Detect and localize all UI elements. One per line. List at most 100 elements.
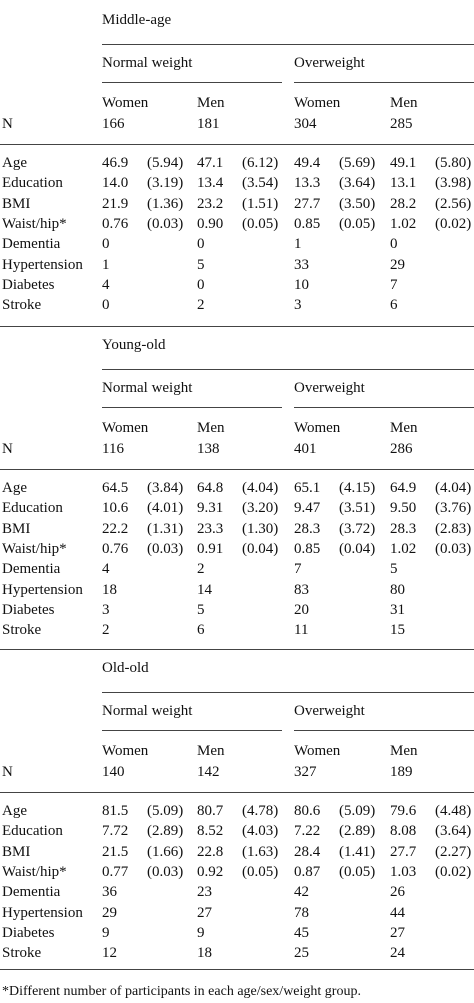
cell-sd: (4.04) (435, 480, 472, 496)
cell-value: 0.76 (102, 215, 129, 232)
cell-value: 26 (390, 884, 405, 901)
row-label: BMI (2, 195, 31, 212)
cell-sd: (0.02) (435, 863, 472, 880)
cell-sd: (3.54) (242, 175, 279, 192)
sex-header: Women (102, 95, 149, 111)
cell-value: 9 (197, 924, 205, 941)
cell-sd: (4.78) (242, 803, 279, 819)
section-title-rule (102, 44, 474, 45)
cell-value: 7.22 (294, 823, 321, 840)
sex-header: Women (294, 420, 341, 436)
sex-header: Men (390, 420, 418, 436)
cell-value: 0.87 (294, 863, 321, 880)
row-label: Dementia (2, 561, 61, 578)
cell-value: 0.92 (197, 863, 224, 880)
group-rule-normal (102, 82, 282, 83)
header-rule (0, 469, 474, 470)
cell-value: 2 (102, 622, 110, 639)
cell-value: 78 (294, 904, 309, 921)
cell-value: 0 (102, 236, 110, 253)
cell-value: 47.1 (197, 155, 224, 171)
cell-value: 9.31 (197, 500, 224, 517)
row-label: Hypertension (2, 904, 83, 921)
n-value: 401 (294, 441, 317, 457)
sex-header: Men (197, 420, 225, 436)
n-value: 166 (102, 116, 125, 132)
cell-value: 0.76 (102, 540, 129, 557)
cell-sd: (4.03) (242, 823, 279, 840)
n-value: 285 (390, 116, 413, 132)
row-label: Diabetes (2, 601, 55, 618)
row-label: Stroke (2, 622, 42, 639)
cell-value: 6 (390, 297, 398, 314)
cell-value: 13.4 (197, 175, 224, 192)
cell-value: 64.5 (102, 480, 129, 496)
row-label: Age (2, 155, 27, 171)
row-label: Dementia (2, 884, 61, 901)
cell-value: 12 (102, 945, 117, 962)
cell-value: 79.6 (390, 803, 417, 819)
cell-sd: (5.09) (147, 803, 184, 819)
cell-value: 0 (197, 276, 205, 293)
group-rule-overweight (294, 730, 474, 731)
cell-value: 0 (390, 236, 398, 253)
cell-value: 9.47 (294, 500, 321, 517)
cell-sd: (0.03) (147, 540, 184, 557)
row-label: Diabetes (2, 924, 55, 941)
cell-value: 27 (197, 904, 212, 921)
cell-sd: (3.50) (339, 195, 376, 212)
cell-value: 5 (390, 561, 398, 578)
cell-value: 29 (390, 256, 405, 273)
cell-sd: (3.51) (339, 500, 376, 517)
cell-value: 2 (197, 297, 205, 314)
cell-value: 83 (294, 581, 309, 598)
cell-value: 49.1 (390, 155, 417, 171)
row-label: Hypertension (2, 256, 83, 273)
cell-value: 28.4 (294, 843, 321, 860)
cell-value: 9.50 (390, 500, 417, 517)
section-divider (0, 649, 474, 650)
cell-sd: (0.03) (147, 215, 184, 232)
cell-value: 9 (102, 924, 110, 941)
row-label: Education (2, 175, 63, 192)
cell-sd: (5.94) (147, 155, 184, 171)
cell-value: 2 (197, 561, 205, 578)
group-header: Normal weight (102, 55, 193, 71)
cell-value: 23 (197, 884, 212, 901)
n-value: 327 (294, 764, 317, 780)
header-rule (0, 792, 474, 793)
cell-value: 4 (102, 276, 110, 293)
cell-value: 36 (102, 884, 117, 901)
n-value: 138 (197, 441, 220, 457)
cell-sd: (1.30) (242, 520, 279, 537)
group-rule-normal (102, 730, 282, 731)
group-rule-normal (102, 407, 282, 408)
cell-value: 0.77 (102, 863, 129, 880)
section-title: Old-old (102, 660, 149, 676)
n-value: 142 (197, 764, 220, 780)
sex-header: Men (390, 743, 418, 759)
row-label: Waist/hip* (2, 215, 67, 232)
sex-header: Men (197, 95, 225, 111)
row-label: Diabetes (2, 276, 55, 293)
cell-value: 0 (102, 297, 110, 314)
cell-sd: (0.05) (339, 215, 376, 232)
cell-sd: (5.09) (339, 803, 376, 819)
footnote: *Different number of participants in eac… (2, 984, 361, 999)
cell-value: 80 (390, 581, 405, 598)
cell-sd: (4.01) (147, 500, 184, 517)
cell-value: 0.90 (197, 215, 224, 232)
cell-sd: (0.02) (435, 215, 472, 232)
cell-sd: (6.12) (242, 155, 279, 171)
row-label: Waist/hip* (2, 863, 67, 880)
cell-value: 25 (294, 945, 309, 962)
section-title-rule (102, 692, 474, 693)
cell-value: 5 (197, 256, 205, 273)
row-label: Hypertension (2, 581, 83, 598)
group-header: Overweight (294, 380, 365, 396)
cell-value: 27.7 (294, 195, 321, 212)
cell-sd: (0.04) (242, 540, 279, 557)
cell-sd: (2.27) (435, 843, 472, 860)
cell-value: 11 (294, 622, 309, 639)
cell-value: 31 (390, 601, 405, 618)
